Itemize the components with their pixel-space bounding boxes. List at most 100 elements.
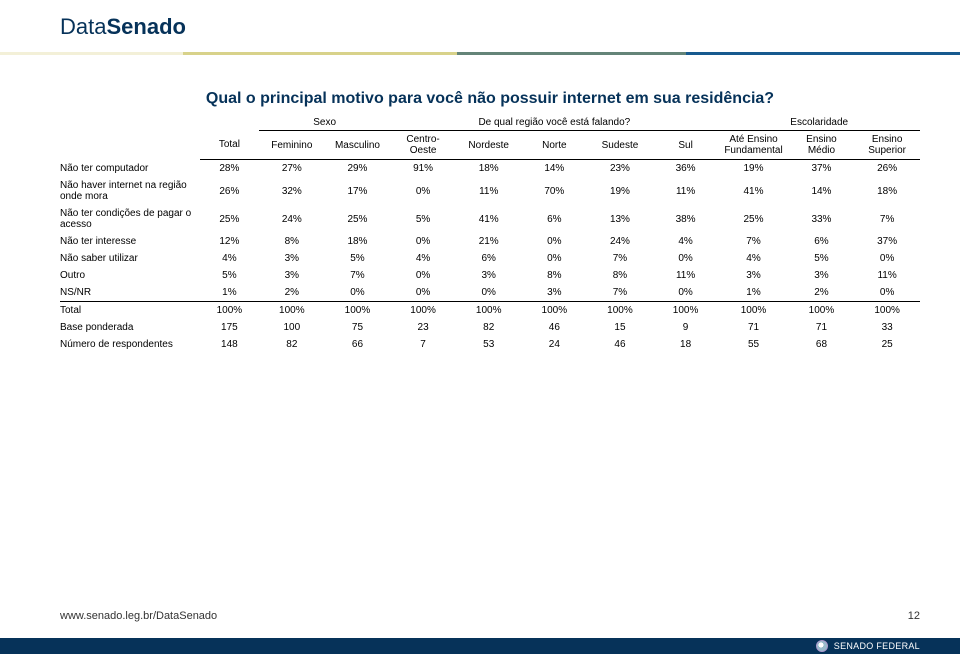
table-cell: 8% <box>259 233 325 250</box>
table-cell: 82 <box>456 319 522 336</box>
table-cell: 23 <box>390 319 456 336</box>
table-cell: 33% <box>789 205 855 233</box>
row-label: Não haver internet na região onde mora <box>60 177 200 205</box>
table-cell: 25% <box>325 205 391 233</box>
table-row: Outro5%3%7%0%3%8%8%11%3%3%11% <box>60 267 920 284</box>
table-cell: 24% <box>587 233 653 250</box>
table-cell: 25 <box>854 336 920 353</box>
table-cell: 27% <box>259 160 325 178</box>
table-cell: 100% <box>718 302 788 320</box>
table-cell: 4% <box>653 233 719 250</box>
table-cell: 0% <box>390 284 456 302</box>
table-cell: 70% <box>522 177 588 205</box>
table-cell: 0% <box>854 250 920 267</box>
table-cell: 9 <box>653 319 719 336</box>
senado-label: SENADO FEDERAL <box>834 641 920 651</box>
stripe-segment <box>457 52 686 55</box>
table-cell: 4% <box>200 250 259 267</box>
table-cell: 41% <box>718 177 788 205</box>
table-cell: 21% <box>456 233 522 250</box>
table-cell: 0% <box>390 233 456 250</box>
table-cell: 37% <box>789 160 855 178</box>
table-cell: 5% <box>325 250 391 267</box>
table-row: Total100%100%100%100%100%100%100%100%100… <box>60 302 920 320</box>
table-cell: 36% <box>653 160 719 178</box>
table-cell: 18% <box>854 177 920 205</box>
table-cell: 1% <box>200 284 259 302</box>
table-cell: 18% <box>325 233 391 250</box>
page-number: 12 <box>908 610 920 622</box>
table-cell: 148 <box>200 336 259 353</box>
header-stripe <box>0 52 960 55</box>
column-header-total: Total <box>200 131 259 160</box>
table-row: Não saber utilizar4%3%5%4%6%0%7%0%4%5%0% <box>60 250 920 267</box>
brand-logo: DataSenado <box>60 14 186 40</box>
table-cell: 91% <box>390 160 456 178</box>
table-row: Não ter condições de pagar o acesso25%24… <box>60 205 920 233</box>
table-cell: 2% <box>789 284 855 302</box>
table-cell: 55 <box>718 336 788 353</box>
table-cell: 6% <box>789 233 855 250</box>
column-header: Ensino Superior <box>854 131 920 160</box>
table-cell: 8% <box>522 267 588 284</box>
table-cell: 19% <box>587 177 653 205</box>
table-cell: 7% <box>854 205 920 233</box>
table-cell: 24 <box>522 336 588 353</box>
table-cell: 12% <box>200 233 259 250</box>
table-cell: 32% <box>259 177 325 205</box>
table-cell: 26% <box>200 177 259 205</box>
table-cell: 100% <box>653 302 719 320</box>
table-cell: 7% <box>587 250 653 267</box>
column-header: Masculino <box>325 131 391 160</box>
column-header: Sul <box>653 131 719 160</box>
table-cell: 3% <box>259 250 325 267</box>
row-label: Outro <box>60 267 200 284</box>
table-cell: 0% <box>456 284 522 302</box>
stripe-segment <box>0 52 183 55</box>
column-header: Até Ensino Fundamental <box>718 131 788 160</box>
table-cell: 0% <box>390 177 456 205</box>
table-cell: 100% <box>390 302 456 320</box>
table-cell: 5% <box>789 250 855 267</box>
table-cell: 46 <box>522 319 588 336</box>
stripe-segment <box>686 52 960 55</box>
table-cell: 100 <box>259 319 325 336</box>
data-table: SexoDe qual região você está falando?Esc… <box>60 114 920 353</box>
table-cell: 66 <box>325 336 391 353</box>
column-header: Nordeste <box>456 131 522 160</box>
table-cell: 37% <box>854 233 920 250</box>
column-header: Feminino <box>259 131 325 160</box>
brand-bold: Senado <box>106 14 185 39</box>
senado-seal-icon <box>816 640 828 652</box>
column-header: Centro-Oeste <box>390 131 456 160</box>
row-label: Não saber utilizar <box>60 250 200 267</box>
table-cell: 25% <box>718 205 788 233</box>
stripe-segment <box>183 52 457 55</box>
table-cell: 4% <box>718 250 788 267</box>
row-label: Base ponderada <box>60 319 200 336</box>
table-cell: 14% <box>522 160 588 178</box>
table-cell: 71 <box>718 319 788 336</box>
table-cell: 7% <box>325 267 391 284</box>
table-cell: 6% <box>456 250 522 267</box>
table-cell: 11% <box>456 177 522 205</box>
column-group-header: De qual região você está falando? <box>390 114 718 131</box>
table-cell: 3% <box>259 267 325 284</box>
column-group-header: Sexo <box>259 114 390 131</box>
row-label: Total <box>60 302 200 320</box>
table-cell: 15 <box>587 319 653 336</box>
table-cell: 71 <box>789 319 855 336</box>
row-label: Número de respondentes <box>60 336 200 353</box>
table-cell: 100% <box>587 302 653 320</box>
table-cell: 26% <box>854 160 920 178</box>
table-row: NS/NR1%2%0%0%0%3%7%0%1%2%0% <box>60 284 920 302</box>
table-cell: 11% <box>653 177 719 205</box>
row-label: Não ter condições de pagar o acesso <box>60 205 200 233</box>
table-cell: 3% <box>522 284 588 302</box>
table-cell: 100% <box>200 302 259 320</box>
row-label: Não ter interesse <box>60 233 200 250</box>
table-cell: 11% <box>854 267 920 284</box>
table-cell: 19% <box>718 160 788 178</box>
table-cell: 4% <box>390 250 456 267</box>
table-cell: 33 <box>854 319 920 336</box>
